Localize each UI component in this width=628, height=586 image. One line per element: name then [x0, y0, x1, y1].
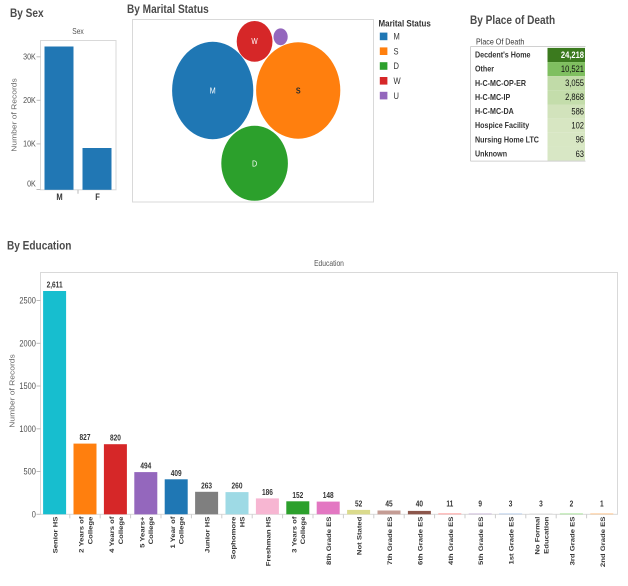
svg-text:1 Year of: 1 Year of	[169, 516, 176, 549]
svg-text:No Formal: No Formal	[534, 517, 541, 555]
svg-text:40: 40	[416, 499, 423, 509]
svg-text:3rd Grade ES: 3rd Grade ES	[569, 516, 576, 565]
svg-text:0: 0	[32, 510, 37, 520]
svg-text:College: College	[148, 517, 155, 545]
svg-text:College: College	[87, 517, 94, 545]
svg-text:By Sex: By Sex	[10, 7, 44, 20]
svg-text:Sophomore: Sophomore	[230, 517, 237, 560]
svg-text:Marital Status: Marital Status	[379, 18, 431, 29]
svg-text:260: 260	[232, 481, 243, 491]
svg-text:Hospice Facility: Hospice Facility	[475, 121, 530, 131]
svg-text:494: 494	[140, 461, 151, 471]
svg-text:College: College	[178, 517, 185, 545]
svg-text:102: 102	[571, 120, 584, 131]
svg-text:College: College	[300, 517, 307, 545]
svg-text:24,218: 24,218	[561, 49, 584, 60]
svg-text:Education: Education	[543, 517, 550, 554]
svg-text:2,868: 2,868	[565, 92, 584, 103]
svg-text:Education: Education	[314, 258, 344, 268]
svg-text:5th Grade ES: 5th Grade ES	[478, 516, 485, 565]
svg-text:10K: 10K	[23, 139, 36, 149]
svg-text:5 Years+: 5 Years+	[139, 517, 146, 548]
svg-text:H-C-MC-DA: H-C-MC-DA	[475, 107, 514, 117]
svg-text:10,521: 10,521	[561, 63, 584, 74]
svg-text:Place Of Death: Place Of Death	[476, 37, 524, 47]
svg-text:409: 409	[171, 468, 182, 478]
svg-text:By Education: By Education	[7, 240, 72, 253]
svg-text:Decdent's Home: Decdent's Home	[475, 50, 531, 60]
svg-text:96: 96	[576, 134, 585, 145]
svg-text:Junior HS: Junior HS	[204, 516, 211, 553]
svg-text:M: M	[394, 31, 400, 42]
svg-text:M: M	[56, 191, 62, 202]
svg-text:4th Grade ES: 4th Grade ES	[447, 516, 454, 565]
svg-text:W: W	[394, 75, 401, 86]
svg-text:Number of Records: Number of Records	[10, 78, 18, 152]
svg-text:2,611: 2,611	[47, 280, 63, 290]
svg-text:827: 827	[80, 433, 91, 443]
svg-text:D: D	[394, 61, 399, 72]
svg-text:820: 820	[110, 433, 121, 443]
svg-text:148: 148	[323, 491, 334, 501]
svg-text:3: 3	[509, 499, 513, 509]
svg-text:2000: 2000	[19, 339, 36, 349]
svg-text:1st Grade ES: 1st Grade ES	[508, 516, 515, 564]
svg-text:6th Grade ES: 6th Grade ES	[417, 516, 424, 565]
svg-text:U: U	[394, 90, 399, 101]
svg-text:S: S	[296, 86, 301, 96]
svg-text:1500: 1500	[19, 382, 36, 392]
svg-text:63: 63	[576, 148, 585, 159]
svg-text:500: 500	[23, 467, 36, 477]
svg-text:1: 1	[600, 499, 604, 509]
svg-text:1000: 1000	[19, 424, 36, 434]
svg-text:20K: 20K	[23, 96, 36, 106]
svg-text:7th Grade ES: 7th Grade ES	[387, 516, 394, 565]
svg-text:College: College	[117, 517, 124, 545]
svg-text:263: 263	[201, 481, 212, 491]
svg-text:Other: Other	[475, 64, 494, 74]
svg-text:H-C-MC-IP: H-C-MC-IP	[475, 92, 510, 102]
svg-text:8th Grade ES: 8th Grade ES	[326, 516, 333, 565]
svg-text:4 Years of: 4 Years of	[109, 516, 116, 553]
svg-text:M: M	[210, 86, 216, 96]
svg-text:S: S	[394, 46, 399, 57]
svg-text:Sex: Sex	[72, 26, 84, 36]
svg-text:11: 11	[446, 499, 453, 509]
svg-text:F: F	[95, 191, 100, 202]
svg-text:Freshman HS: Freshman HS	[265, 516, 272, 566]
svg-text:Nursing Home LTC: Nursing Home LTC	[475, 135, 539, 145]
svg-text:W: W	[251, 37, 257, 47]
svg-text:52: 52	[355, 499, 362, 509]
svg-text:586: 586	[571, 106, 584, 117]
svg-text:186: 186	[262, 487, 273, 497]
svg-text:3: 3	[539, 499, 543, 509]
svg-text:H-C-MC-OP-ER: H-C-MC-OP-ER	[475, 78, 526, 88]
svg-text:152: 152	[292, 490, 303, 500]
svg-text:By Marital Status: By Marital Status	[127, 3, 209, 16]
svg-text:Number of Records: Number of Records	[8, 354, 16, 428]
svg-text:3,055: 3,055	[565, 77, 584, 88]
svg-text:9: 9	[478, 499, 482, 509]
svg-text:3 Years of: 3 Years of	[291, 516, 298, 553]
svg-text:2: 2	[570, 499, 574, 509]
svg-text:2nd Grade ES: 2nd Grade ES	[599, 516, 606, 567]
svg-text:2 Years of: 2 Years of	[78, 516, 85, 553]
svg-text:HS: HS	[239, 516, 246, 527]
svg-text:2500: 2500	[19, 296, 36, 306]
svg-text:By Place of Death: By Place of Death	[470, 14, 555, 27]
svg-text:Not Stated: Not Stated	[356, 517, 363, 556]
svg-text:45: 45	[385, 499, 392, 509]
svg-text:30K: 30K	[23, 52, 36, 62]
svg-text:Senior HS: Senior HS	[52, 516, 59, 553]
svg-text:0K: 0K	[27, 179, 36, 189]
svg-text:D: D	[252, 159, 257, 169]
svg-text:Unknown: Unknown	[475, 149, 507, 159]
